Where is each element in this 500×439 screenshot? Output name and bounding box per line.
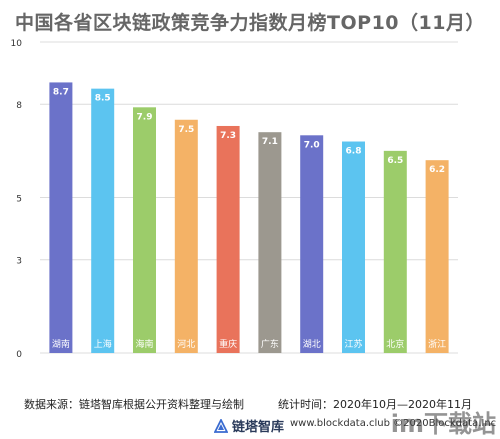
x-tick-label: 上海 [94, 338, 112, 350]
bar-value-label: 6.2 [429, 165, 445, 175]
brand-url: www.blockdata.club ©2020Blockdata.Inc [290, 418, 497, 429]
x-tick-label: 海南 [135, 338, 153, 350]
x-tick-label: 河北 [177, 338, 195, 350]
brand-name: 链塔智库 [232, 420, 285, 435]
x-tick-label: 重庆 [219, 338, 237, 350]
bar [342, 141, 365, 353]
bar-value-label: 7.9 [137, 112, 153, 122]
x-tick-label: 北京 [386, 338, 404, 350]
bar-value-label: 7.5 [178, 125, 194, 135]
watermark: im下载站 [390, 410, 496, 438]
data-source: 数据来源：链塔智库根据公开资料整理与绘制 [24, 398, 244, 411]
bar-value-label: 7.1 [262, 137, 278, 147]
logo-icon [214, 418, 228, 433]
y-tick-label: 3 [16, 257, 22, 267]
x-tick-label: 湖北 [303, 339, 321, 350]
y-tick-label: 0 [16, 350, 22, 360]
bar [174, 119, 198, 353]
bar-value-label: 8.7 [53, 87, 69, 97]
y-tick-label: 5 [16, 195, 22, 205]
chart-title: 中国各省区块链政策竞争力指数月榜TOP10（11月） [15, 12, 485, 34]
x-tick-label: 江苏 [344, 338, 362, 350]
bar-value-label: 6.8 [346, 147, 362, 157]
brand-logo-block: 链塔智库 [214, 416, 284, 435]
x-tick-label: 广东 [261, 338, 279, 350]
x-tick-label: 浙江 [428, 338, 446, 350]
bar [425, 160, 449, 353]
bar [216, 125, 240, 353]
bar [258, 132, 282, 353]
bar-value-label: 7.0 [304, 140, 320, 150]
bar-value-label: 7.3 [220, 131, 236, 141]
y-tick-label: 8 [16, 101, 22, 111]
bar [91, 88, 115, 354]
x-tick-label: 湖南 [52, 338, 70, 350]
y-tick-label: 10 [11, 39, 23, 49]
bar-value-label: 6.5 [387, 156, 403, 166]
stat-period: 统计时间：2020年10月—2020年11月 [278, 398, 472, 411]
bar [383, 150, 407, 353]
bar [133, 107, 156, 353]
bar-value-label: 8.5 [95, 94, 111, 104]
bar [300, 135, 324, 353]
bar [49, 82, 73, 354]
